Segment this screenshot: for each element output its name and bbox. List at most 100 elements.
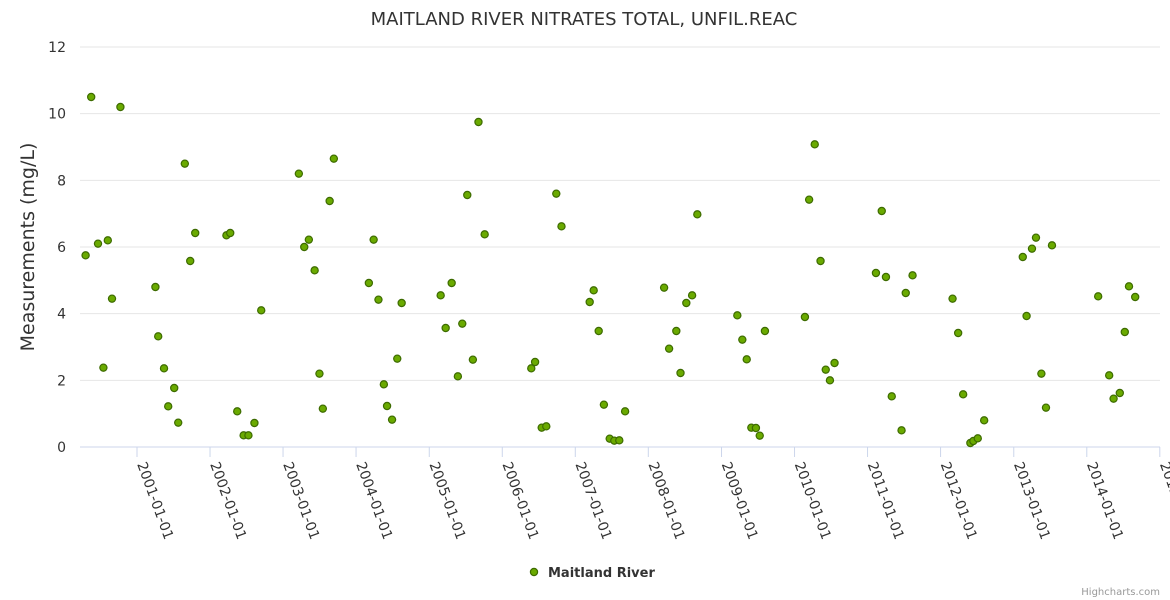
data-point[interactable] [480, 230, 489, 239]
data-point[interactable] [87, 92, 96, 102]
data-point[interactable] [458, 319, 467, 328]
data-point[interactable] [107, 294, 117, 303]
data-point[interactable] [672, 326, 681, 336]
data-point[interactable] [901, 288, 910, 298]
data-point[interactable] [810, 140, 819, 149]
data-point[interactable] [973, 434, 982, 443]
data-point[interactable] [589, 286, 598, 295]
data-point[interactable] [877, 206, 886, 216]
data-point[interactable] [760, 326, 770, 336]
data-point[interactable] [948, 294, 957, 303]
data-point[interactable] [1047, 241, 1057, 250]
data-point[interactable] [887, 392, 896, 401]
data-point[interactable] [1027, 244, 1037, 253]
data-point[interactable] [742, 355, 751, 364]
data-point[interactable] [738, 335, 747, 344]
data-point[interactable] [552, 189, 561, 198]
data-point[interactable] [1031, 233, 1041, 242]
data-point[interactable] [441, 323, 450, 333]
data-point[interactable] [81, 251, 90, 260]
data-point[interactable] [294, 169, 304, 178]
data-point[interactable] [1037, 369, 1046, 378]
data-point[interactable] [151, 282, 160, 292]
data-point[interactable] [958, 390, 968, 399]
data-point[interactable] [1041, 403, 1051, 412]
data-point[interactable] [1093, 292, 1103, 301]
data-point[interactable] [755, 431, 764, 440]
data-point[interactable] [397, 298, 406, 308]
data-point[interactable] [99, 363, 108, 372]
data-point[interactable] [436, 291, 445, 300]
data-point[interactable] [369, 235, 378, 244]
data-point[interactable] [233, 407, 242, 416]
data-point[interactable] [93, 239, 103, 248]
data-point[interactable] [687, 291, 697, 300]
data-point[interactable] [881, 272, 891, 282]
data-point[interactable] [382, 401, 392, 411]
data-point[interactable] [615, 436, 624, 445]
data-point[interactable] [594, 326, 603, 336]
data-point[interactable] [542, 422, 551, 431]
data-point[interactable] [1130, 292, 1140, 302]
data-point[interactable] [664, 344, 674, 353]
data-point[interactable] [585, 297, 594, 307]
data-point[interactable] [1109, 394, 1118, 403]
data-point[interactable] [908, 271, 917, 280]
data-point[interactable] [693, 210, 702, 219]
data-point[interactable] [825, 376, 835, 385]
data-point[interactable] [979, 416, 989, 425]
data-point[interactable] [159, 364, 169, 373]
data-point[interactable] [374, 295, 383, 304]
data-point[interactable] [733, 311, 742, 320]
data-point[interactable] [897, 426, 906, 435]
data-point[interactable] [387, 415, 397, 424]
data-point[interactable] [1018, 252, 1027, 262]
data-point[interactable] [751, 423, 761, 433]
data-point[interactable] [300, 242, 309, 252]
data-point[interactable] [804, 195, 814, 204]
legend-item-maitland-river[interactable]: Maitland River [548, 566, 655, 581]
data-point[interactable] [599, 400, 609, 409]
data-point[interactable] [164, 402, 173, 411]
data-point[interactable] [463, 190, 472, 200]
data-point[interactable] [1120, 327, 1129, 337]
data-point[interactable] [682, 298, 691, 308]
data-point[interactable] [116, 102, 125, 112]
data-point[interactable] [379, 380, 389, 389]
data-point[interactable] [953, 328, 963, 338]
data-point[interactable] [527, 364, 536, 373]
data-point[interactable] [821, 365, 830, 374]
data-point[interactable] [676, 368, 685, 378]
data-point[interactable] [474, 117, 483, 127]
data-point[interactable] [186, 256, 195, 266]
data-point[interactable] [1022, 311, 1031, 321]
data-point[interactable] [180, 159, 190, 168]
data-point[interactable] [816, 256, 825, 266]
data-point[interactable] [393, 354, 402, 363]
data-point[interactable] [830, 358, 839, 368]
data-point[interactable] [310, 266, 319, 275]
data-point[interactable] [304, 235, 314, 244]
data-point[interactable] [191, 228, 200, 238]
data-point[interactable] [1115, 388, 1124, 398]
data-point[interactable] [170, 383, 179, 393]
data-point[interactable] [871, 268, 881, 278]
data-point[interactable] [325, 196, 334, 206]
data-point[interactable] [329, 154, 339, 163]
data-point[interactable] [447, 278, 456, 288]
credits-link[interactable]: Highcharts.com [1081, 587, 1160, 598]
data-point[interactable] [318, 404, 328, 413]
data-point[interactable] [226, 228, 235, 238]
data-point[interactable] [468, 355, 478, 364]
data-point[interactable] [315, 369, 324, 378]
data-point[interactable] [530, 357, 540, 367]
data-point[interactable] [250, 418, 259, 428]
data-point[interactable] [620, 407, 630, 416]
data-point[interactable] [1124, 282, 1134, 291]
data-point[interactable] [154, 332, 163, 341]
data-point[interactable] [364, 278, 374, 288]
data-point[interactable] [800, 312, 810, 322]
legend[interactable]: Maitland River [529, 566, 655, 581]
data-point[interactable] [174, 418, 183, 427]
data-point[interactable] [244, 431, 253, 440]
